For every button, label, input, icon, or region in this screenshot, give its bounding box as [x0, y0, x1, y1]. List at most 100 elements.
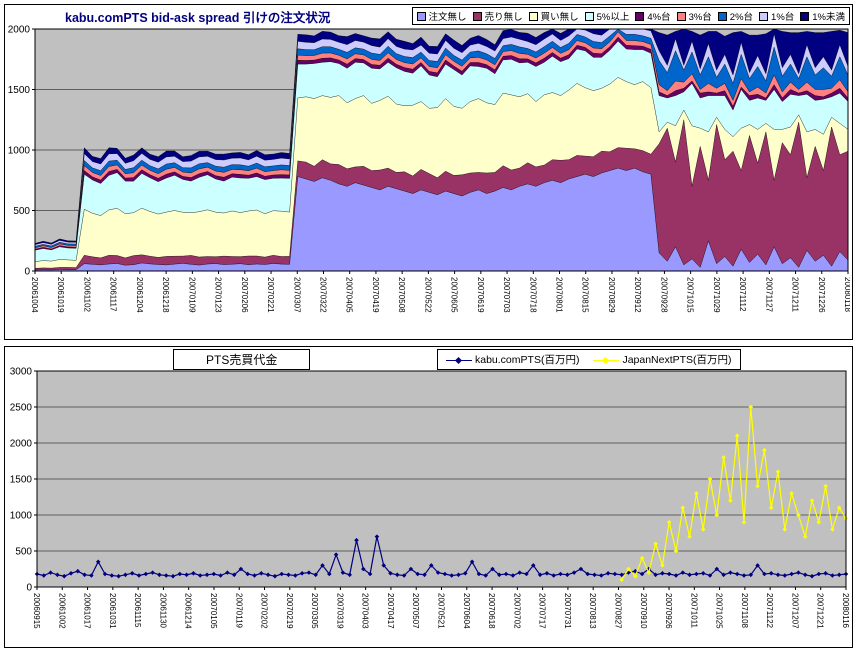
svg-text:20070827: 20070827	[613, 593, 622, 629]
svg-text:20070322: 20070322	[318, 277, 327, 313]
svg-text:20061214: 20061214	[184, 593, 193, 629]
chart2-title: PTS売買代金	[173, 349, 311, 370]
legend-label: 5%以上	[596, 12, 630, 23]
svg-text:20070305: 20070305	[310, 593, 319, 629]
svg-text:20070813: 20070813	[588, 593, 597, 629]
legend-item-3pct[interactable]: 3%台	[676, 9, 712, 23]
svg-text:20070618: 20070618	[487, 593, 496, 629]
sub1pct-swatch-icon	[800, 11, 810, 21]
legend-item-1pct[interactable]: 1%台	[759, 9, 794, 23]
svg-text:20070829: 20070829	[607, 277, 616, 313]
svg-text:20061218: 20061218	[161, 277, 170, 313]
legend-item-no-order[interactable]: 注文無し	[416, 9, 467, 23]
legend-item-4pct[interactable]: 4%台	[635, 9, 671, 23]
svg-text:20070219: 20070219	[285, 593, 294, 629]
legend-label: 1%未満	[812, 12, 845, 23]
5pct-plus-swatch-icon	[584, 11, 594, 21]
3pct-swatch-icon	[676, 11, 686, 21]
legend-item-no-buy[interactable]: 買い無し	[528, 9, 579, 23]
svg-text:20070912: 20070912	[633, 277, 642, 313]
svg-text:20070718: 20070718	[528, 277, 537, 313]
svg-text:20070521: 20070521	[437, 593, 446, 629]
svg-text:1000: 1000	[10, 511, 33, 522]
svg-text:20071025: 20071025	[715, 593, 724, 629]
svg-text:20070815: 20070815	[581, 277, 590, 313]
svg-text:3000: 3000	[10, 367, 33, 378]
svg-text:20070417: 20070417	[386, 593, 395, 629]
svg-text:20061031: 20061031	[108, 593, 117, 629]
no-buy-swatch-icon	[528, 11, 538, 21]
chart1-legend: 注文無し 売り無し 買い無し 5%以上 4%台 3%台 2%台 1%台 1%未満	[411, 7, 850, 25]
svg-text:20071221: 20071221	[816, 593, 825, 629]
svg-text:20070522: 20070522	[423, 277, 432, 313]
turnover-line-plot[interactable]: 0 500 1000 1500 2000 2500 3000 20060915 20061002…	[5, 347, 850, 645]
legend-label: kabu.comPTS(百万円)	[475, 354, 580, 366]
stacked-area-plot[interactable]: 0 500 1000 1500 2000 20061004 20061019 20061102…	[5, 5, 850, 337]
svg-text:20070604: 20070604	[462, 593, 471, 629]
svg-text:20061002: 20061002	[57, 593, 66, 629]
legend-item-kabucom-pts[interactable]: kabu.comPTS(百万円)	[446, 352, 579, 367]
svg-text:20061004: 20061004	[30, 277, 39, 313]
svg-text:20070717: 20070717	[538, 593, 547, 629]
svg-text:20070202: 20070202	[260, 593, 269, 629]
svg-text:20070221: 20070221	[266, 277, 275, 313]
svg-text:20070910: 20070910	[639, 593, 648, 629]
bid-ask-spread-chart-panel: 0 500 1000 1500 2000 20061004 20061019 20061102…	[4, 4, 853, 340]
svg-text:20061115: 20061115	[133, 593, 142, 628]
svg-text:20061019: 20061019	[56, 277, 65, 313]
svg-text:2000: 2000	[10, 439, 33, 450]
svg-text:20070926: 20070926	[664, 593, 673, 629]
svg-text:20071108: 20071108	[740, 593, 749, 629]
svg-text:0: 0	[24, 267, 30, 278]
svg-text:20071015: 20071015	[686, 277, 695, 313]
svg-text:2500: 2500	[10, 403, 33, 414]
legend-item-2pct[interactable]: 2%台	[717, 9, 754, 23]
chart2-legend: kabu.comPTS(百万円) JapanNextPTS(百万円)	[437, 349, 741, 370]
legend-label: JapanNextPTS(百万円)	[622, 354, 732, 366]
svg-text:20071112: 20071112	[738, 277, 747, 312]
legend-label: 買い無し	[540, 12, 579, 23]
svg-text:20070307: 20070307	[292, 277, 301, 313]
svg-text:20070105: 20070105	[209, 593, 218, 629]
svg-text:20070703: 20070703	[502, 277, 511, 313]
svg-text:500: 500	[15, 547, 32, 558]
legend-item-japannext-pts[interactable]: JapanNextPTS(百万円)	[593, 352, 732, 367]
legend-item-no-sell[interactable]: 売り無し	[472, 9, 523, 23]
svg-text:20071011: 20071011	[689, 593, 698, 629]
svg-text:20071207: 20071207	[790, 593, 799, 629]
no-order-swatch-icon	[416, 11, 426, 21]
legend-label: 売り無し	[484, 12, 523, 23]
legend-item-sub1pct[interactable]: 1%未満	[800, 9, 845, 23]
svg-text:20070109: 20070109	[187, 277, 196, 313]
svg-text:20070731: 20070731	[563, 593, 572, 629]
svg-text:20070508: 20070508	[397, 277, 406, 313]
svg-text:20061130: 20061130	[158, 593, 167, 629]
legend-label: 3%台	[688, 12, 712, 23]
svg-text:20071226: 20071226	[817, 277, 826, 313]
pts-turnover-chart-panel: 0 500 1000 1500 2000 2500 3000 20060915 20061002…	[4, 346, 853, 648]
svg-text:20071029: 20071029	[712, 277, 721, 313]
legend-label: 2%台	[729, 12, 754, 23]
svg-text:1000: 1000	[8, 146, 31, 157]
svg-text:20070119: 20070119	[234, 593, 243, 629]
svg-text:20070801: 20070801	[555, 277, 564, 313]
4pct-swatch-icon	[635, 11, 645, 21]
svg-text:20070405: 20070405	[345, 277, 354, 313]
svg-text:20061017: 20061017	[83, 593, 92, 629]
svg-text:1500: 1500	[8, 85, 31, 96]
2pct-swatch-icon	[717, 11, 727, 21]
svg-text:20061117: 20061117	[109, 277, 118, 312]
svg-text:20060915: 20060915	[32, 593, 41, 629]
svg-text:20080118: 20080118	[843, 277, 850, 313]
svg-text:1500: 1500	[10, 475, 33, 486]
legend-label: 1%台	[771, 12, 795, 23]
svg-text:20080116: 20080116	[841, 593, 850, 629]
svg-text:20070605: 20070605	[450, 277, 459, 313]
legend-item-5pct-plus[interactable]: 5%以上	[584, 9, 630, 23]
no-sell-swatch-icon	[472, 11, 482, 21]
svg-text:20071211: 20071211	[791, 277, 800, 313]
svg-text:2000: 2000	[8, 25, 31, 36]
svg-text:20070419: 20070419	[371, 277, 380, 313]
svg-text:20070123: 20070123	[214, 277, 223, 313]
chart1-title: kabu.comPTS bid-ask spread 引けの注文状況	[65, 11, 331, 25]
